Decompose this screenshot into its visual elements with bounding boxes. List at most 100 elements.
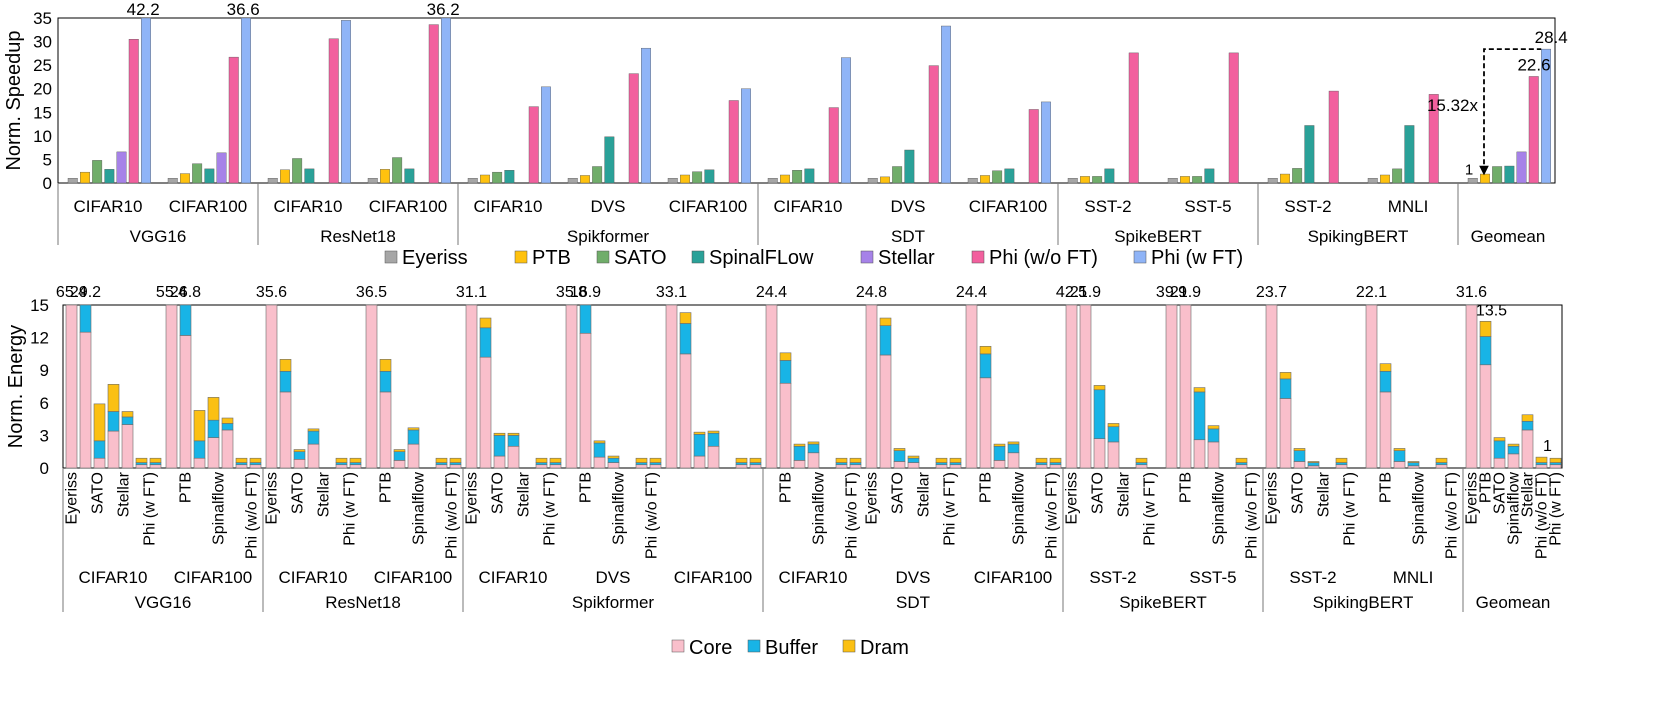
improvement-dashed-arrow (1483, 48, 1542, 173)
energy-bar-segment (1207, 425, 1220, 430)
speedup-ytick-label: 35 (33, 9, 52, 28)
improvement-label: 15.32x (1427, 96, 1479, 115)
energy-bar-segment (779, 360, 792, 384)
energy-bar-segment (79, 304, 92, 333)
energy-bar-segment (93, 403, 106, 442)
speedup-bar (767, 178, 778, 184)
speedup-dataset-label: SST-5 (1184, 197, 1231, 216)
energy-bar-segment (949, 457, 962, 463)
energy-bar-segment (693, 431, 706, 435)
energy-bar-segment (479, 317, 492, 329)
energy-bar-segment (235, 462, 248, 466)
energy-bar-segment (335, 457, 348, 463)
speedup-bar (1028, 109, 1039, 184)
energy-bar-segment (549, 457, 562, 463)
energy-bar-segment (1549, 457, 1562, 463)
energy-bar-segment (749, 464, 762, 469)
energy-bar-segment (1007, 441, 1020, 445)
energy-bar-segment (193, 457, 206, 469)
geomean-phi-w-label: 28.4 (1535, 28, 1568, 47)
energy-bar-xlabel: Eyeriss (64, 472, 81, 524)
speedup-ylabel: Norm. Speedup (3, 30, 25, 170)
energy-bar-xlabel: PTB (178, 472, 195, 503)
energy-bar-segment (393, 449, 406, 453)
speedup-bar (1492, 166, 1503, 184)
energy-bar-xlabel: Eyeriss (1464, 472, 1481, 524)
speedup-bar-value-label: 36.2 (427, 0, 460, 19)
legend-label: Phi (w/o FT) (989, 247, 1098, 269)
energy-bar-segment (907, 455, 920, 459)
energy-bar-value-label: 21.9 (1170, 284, 1201, 301)
speedup-bar (841, 57, 851, 184)
energy-bar-segment (1207, 441, 1220, 469)
energy-bar-segment (1049, 457, 1062, 463)
energy-bar-value-label: 13.5 (1476, 302, 1507, 319)
speedup-bar (104, 169, 115, 184)
energy-bar-segment (1507, 443, 1520, 447)
energy-bar-segment (479, 356, 492, 469)
energy-bar-segment (1535, 462, 1548, 466)
energy-bar-segment (293, 459, 306, 469)
energy-bar-segment (849, 464, 862, 469)
energy-bar-segment (349, 457, 362, 463)
legend-label: Dram (860, 637, 909, 659)
energy-bar-segment (1293, 450, 1306, 462)
energy-bar-xlabel: PTB (778, 472, 795, 503)
speedup-bar (1104, 168, 1115, 184)
speedup-bar (528, 106, 539, 184)
speedup-bar (1179, 176, 1190, 184)
energy-bar-value-label: 33.1 (656, 284, 687, 301)
speedup-bar (428, 24, 439, 184)
speedup-bar (604, 136, 615, 184)
energy-bar-segment (879, 354, 892, 469)
energy-bar-segment (593, 456, 606, 469)
speedup-bar (116, 151, 127, 184)
energy-bar-xlabel: SATO (90, 472, 107, 514)
speedup-bar (1228, 52, 1239, 184)
energy-bar-segment (449, 462, 462, 466)
speedup-bar (867, 178, 878, 184)
speedup-bar (1128, 52, 1139, 184)
energy-bar-segment (121, 416, 134, 425)
speedup-bar (828, 107, 839, 184)
legend-label: Phi (w FT) (1151, 247, 1243, 269)
speedup-bar (904, 149, 915, 184)
energy-bar-value-label: 26.8 (170, 284, 201, 301)
energy-bar-xlabel: SATO (1090, 472, 1107, 514)
energy-bar-segment (1049, 464, 1062, 469)
speedup-bar (228, 56, 239, 184)
speedup-bar (341, 20, 351, 184)
energy-bar-segment (1235, 462, 1248, 466)
speedup-bar (1479, 173, 1490, 184)
energy-bar-xlabel: SATO (1290, 472, 1307, 514)
energy-bar-segment (635, 464, 648, 469)
speedup-bar (667, 178, 678, 184)
energy-bar-segment (735, 457, 748, 463)
speedup-bar (741, 88, 751, 184)
energy-bar-segment (993, 460, 1006, 469)
speedup-bar (892, 166, 903, 184)
energy-bar-xlabel: Spinalflow (811, 472, 828, 545)
energy-ytick-label: 3 (40, 426, 49, 445)
energy-model-label: VGG16 (135, 593, 192, 612)
legend-swatch (514, 250, 528, 264)
energy-bar-segment (307, 428, 320, 432)
energy-bar-segment (707, 445, 720, 469)
speedup-bar (680, 174, 690, 184)
speedup-bar (1504, 165, 1515, 184)
speedup-bar (380, 169, 390, 184)
speedup-model-label: Spikformer (567, 227, 650, 246)
energy-bar-segment (507, 435, 520, 447)
energy-model-label: SpikingBERT (1313, 593, 1414, 612)
energy-dataset-label: CIFAR100 (974, 568, 1052, 587)
energy-bar-segment (379, 370, 392, 393)
energy-bar-segment (107, 384, 120, 412)
energy-model-label: SDT (896, 593, 930, 612)
energy-bar-segment (493, 455, 506, 469)
energy-bar-segment (1549, 462, 1562, 466)
energy-dataset-label: MNLI (1393, 568, 1434, 587)
energy-bar-segment (907, 462, 920, 469)
energy-bar-segment (1465, 304, 1478, 469)
energy-ytick-label: 0 (40, 459, 49, 478)
energy-bar-segment (449, 464, 462, 469)
